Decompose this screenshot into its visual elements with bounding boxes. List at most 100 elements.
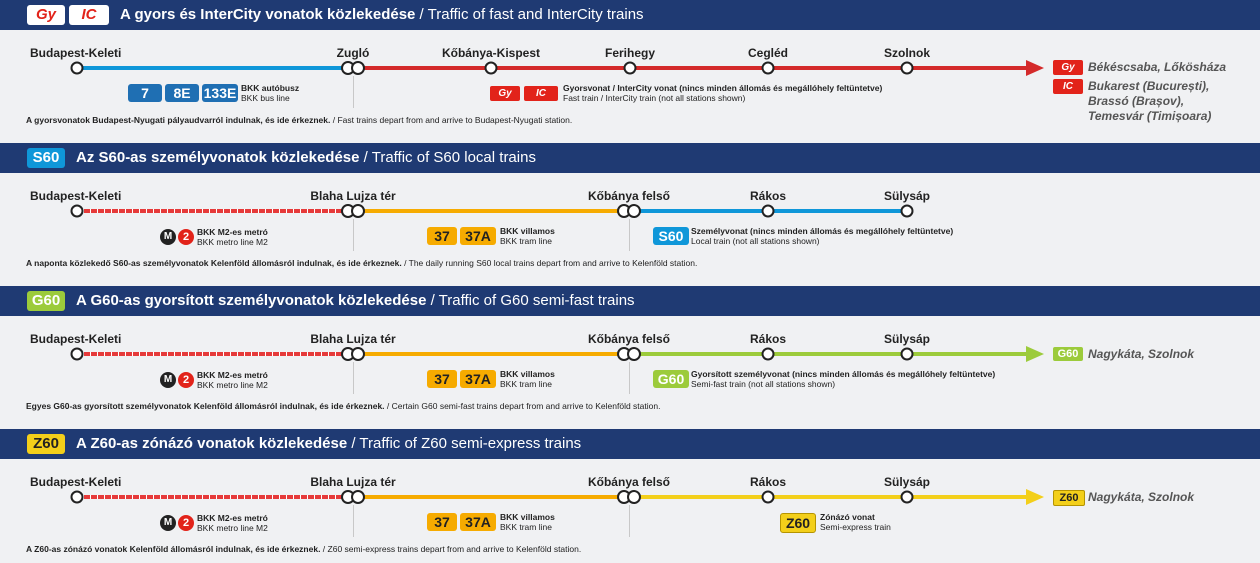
g60-badge: G60 — [27, 291, 65, 311]
divider — [353, 362, 354, 394]
train-label: Gyorsított személyvonat (nincs minden ál… — [691, 369, 996, 389]
tram-tag: 37 — [427, 370, 457, 388]
interchange-stop — [341, 347, 365, 361]
station-stop — [70, 61, 84, 75]
direction-arrow-icon — [1026, 60, 1044, 76]
section-body: Budapest-Keleti Blaha Lujza tér Kőbánya … — [0, 316, 1260, 429]
metro-line-segment — [77, 352, 347, 356]
metro-label: BKK M2-es metró BKK metro line M2 — [197, 513, 268, 533]
tram-tag: 37A — [460, 227, 496, 245]
station-label: Budapest-Keleti — [30, 46, 122, 60]
station-label: Budapest-Keleti — [30, 332, 122, 346]
station-label: Sülysáp — [883, 189, 931, 203]
section-header: G60 A G60-as gyorsított személyvonatok k… — [0, 286, 1260, 316]
section-title: A gyors és InterCity vonatok közlekedése… — [120, 6, 644, 23]
station-stop — [761, 490, 775, 504]
station-stop — [900, 347, 914, 361]
ic-tag: IC — [524, 86, 558, 101]
train-label: Zónázó vonat Semi-express train — [820, 512, 891, 532]
section-header: S60 Az S60-as személyvonatok közlekedése… — [0, 143, 1260, 173]
station-label: Kőbánya felső — [587, 332, 671, 346]
metro-line-segment — [77, 495, 347, 499]
red-line-segment — [358, 66, 1028, 70]
tram-tag: 37 — [427, 513, 457, 531]
destination-label: Nagykáta, Szolnok — [1088, 347, 1195, 361]
station-label: Blaha Lujza tér — [310, 332, 396, 346]
section-g60: G60 A G60-as gyorsított személyvonatok k… — [0, 286, 1260, 429]
metro-icon: M — [160, 372, 176, 388]
station-stop — [623, 61, 637, 75]
interchange-stop — [617, 204, 641, 218]
interchange-stop — [341, 204, 365, 218]
tram-label: BKK villamos BKK tram line — [500, 226, 555, 246]
station-stop — [900, 204, 914, 218]
tram-label: BKK villamos BKK tram line — [500, 512, 555, 532]
blue-line-segment — [77, 66, 347, 70]
z60-tag: Z60 — [780, 513, 816, 533]
metro-line-m2-icon: 2 — [178, 515, 194, 531]
station-stop — [484, 61, 498, 75]
station-label: Szolnok — [883, 46, 931, 60]
destination-label: Békéscsaba, Lőkösháza — [1088, 60, 1227, 74]
bus-tag: 133E — [202, 84, 238, 102]
station-label: Kőbánya felső — [587, 189, 671, 203]
station-label: Blaha Lujza tér — [310, 189, 396, 203]
metro-label: BKK M2-es metró BKK metro line M2 — [197, 370, 268, 390]
station-label: Sülysáp — [883, 475, 931, 489]
metro-label: BKK M2-es metró BKK metro line M2 — [197, 227, 268, 247]
metro-icon: M — [160, 515, 176, 531]
station-stop — [70, 490, 84, 504]
divider — [629, 219, 630, 251]
section-title: A Z60-as zónázó vonatok közlekedése / Tr… — [76, 435, 582, 452]
divider — [629, 505, 630, 537]
station-label: Budapest-Keleti — [30, 189, 122, 203]
ic-tag: IC — [1053, 79, 1083, 94]
station-label: Sülysáp — [883, 332, 931, 346]
station-stop — [900, 61, 914, 75]
section-s60: S60 Az S60-as személyvonatok közlekedése… — [0, 143, 1260, 286]
station-label: Budapest-Keleti — [30, 475, 122, 489]
interchange-stop — [341, 61, 365, 75]
tram-line-segment — [359, 495, 624, 499]
tram-tag: 37A — [460, 370, 496, 388]
ic-badge: IC — [69, 5, 109, 25]
bus-tag: 8E — [165, 84, 199, 102]
tram-line-segment — [359, 209, 624, 213]
direction-arrow-icon — [1026, 346, 1044, 362]
metro-line-m2-icon: 2 — [178, 372, 194, 388]
metro-line-m2-icon: 2 — [178, 229, 194, 245]
section-gyic: Gy IC A gyors és InterCity vonatok közle… — [0, 0, 1260, 143]
train-line-segment — [635, 495, 1028, 499]
section-body: Budapest-Keleti Blaha Lujza tér Kőbánya … — [0, 459, 1260, 563]
section-body: Budapest-Keleti Blaha Lujza tér Kőbánya … — [0, 173, 1260, 286]
station-label: Rákos — [749, 475, 787, 489]
destination-label: Nagykáta, Szolnok — [1088, 490, 1195, 504]
direction-arrow-icon — [1026, 489, 1044, 505]
station-label: Rákos — [749, 189, 787, 203]
interchange-stop — [617, 490, 641, 504]
station-stop — [70, 204, 84, 218]
section-header: Gy IC A gyors és InterCity vonatok közle… — [0, 0, 1260, 30]
tram-tag: 37 — [427, 227, 457, 245]
tram-label: BKK villamos BKK tram line — [500, 369, 555, 389]
destination-label: Brassó (Brașov), — [1088, 94, 1185, 108]
g60-tag: G60 — [653, 370, 689, 388]
section-note: A naponta közlekedő S60-as személyvonato… — [26, 258, 698, 268]
station-stop — [761, 347, 775, 361]
gy-badge: Gy — [27, 5, 65, 25]
station-label: Kőbánya felső — [587, 475, 671, 489]
tram-line-segment — [359, 352, 624, 356]
section-body: Budapest-Keleti Zugló Kőbánya-Kispest Fe… — [0, 30, 1260, 143]
station-stop — [70, 347, 84, 361]
station-label: Ferihegy — [604, 46, 656, 60]
station-label: Kőbánya-Kispest — [441, 46, 541, 60]
station-stop — [761, 204, 775, 218]
section-title: A G60-as gyorsított személyvonatok közle… — [76, 292, 635, 309]
section-note: Egyes G60-as gyorsított személyvonatok K… — [26, 401, 661, 411]
bus-label: BKK autóbusz BKK bus line — [241, 83, 300, 103]
section-note: A Z60-as zónázó vonatok Kelenföld állomá… — [26, 544, 582, 554]
s60-tag: S60 — [653, 227, 689, 245]
gy-tag: Gy — [490, 86, 520, 101]
divider — [629, 362, 630, 394]
tram-tag: 37A — [460, 513, 496, 531]
